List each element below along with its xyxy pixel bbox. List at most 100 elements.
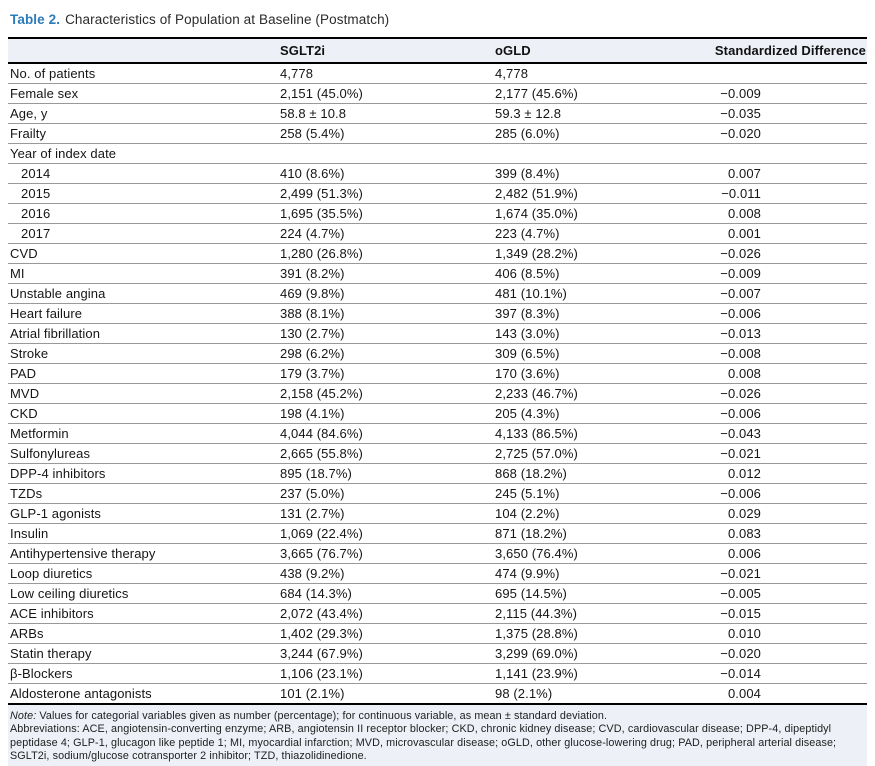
sglt2i-value-cell: 130 (2.7%) bbox=[280, 323, 495, 344]
sglt2i-value-cell: 1,280 (26.8%) bbox=[280, 243, 495, 264]
table-row: Sulfonylureas 2,665 (55.8%) 2,725 (57.0%) −… bbox=[8, 443, 867, 464]
table-row: CVD 1,280 (26.8%) 1,349 (28.2%) −0.026 bbox=[8, 243, 867, 264]
column-header-ogld: oGLD bbox=[495, 38, 706, 64]
table-row: ACE inhibitors 2,072 (43.4%) 2,115 (44.3%)… bbox=[8, 603, 867, 624]
table-row: 2015 2,499 (51.3%) 2,482 (51.9%) −0.011 bbox=[8, 183, 867, 204]
ogld-value-cell: 2,233 (46.7%) bbox=[495, 383, 706, 404]
table-row: TZDs 237 (5.0%) 245 (5.1%) −0.006 bbox=[8, 483, 867, 504]
std-diff-value-cell: −0.021 bbox=[706, 443, 867, 464]
sglt2i-value-cell: 2,499 (51.3%) bbox=[280, 183, 495, 204]
ogld-value-cell: 285 (6.0%) bbox=[495, 123, 706, 144]
ogld-value-cell: 2,177 (45.6%) bbox=[495, 83, 706, 104]
table-row: Low ceiling diuretics 684 (14.3%) 695 (14.… bbox=[8, 583, 867, 604]
ogld-value-cell: 1,375 (28.8%) bbox=[495, 623, 706, 644]
row-label-cell: Loop diuretics bbox=[8, 563, 280, 584]
row-label-cell: DPP-4 inhibitors bbox=[8, 463, 280, 484]
sglt2i-value-cell: 2,072 (43.4%) bbox=[280, 603, 495, 624]
row-label-cell: CKD bbox=[8, 403, 280, 424]
row-label-cell: Low ceiling diuretics bbox=[8, 583, 280, 604]
std-diff-value-cell: 0.083 bbox=[706, 523, 867, 544]
table-row: PAD 179 (3.7%) 170 (3.6%) 0.008 bbox=[8, 363, 867, 384]
std-diff-value-cell: −0.006 bbox=[706, 483, 867, 504]
ogld-value-cell: 205 (4.3%) bbox=[495, 403, 706, 424]
sglt2i-value-cell: 2,158 (45.2%) bbox=[280, 383, 495, 404]
row-label-cell: GLP-1 agonists bbox=[8, 503, 280, 524]
table-row: MI 391 (8.2%) 406 (8.5%) −0.009 bbox=[8, 263, 867, 284]
std-diff-value-cell: 0.012 bbox=[706, 463, 867, 484]
std-diff-value-cell: −0.043 bbox=[706, 423, 867, 444]
ogld-value-cell: 871 (18.2%) bbox=[495, 523, 706, 544]
sglt2i-value-cell: 58.8 ± 10.8 bbox=[280, 103, 495, 124]
ogld-value-cell: 1,349 (28.2%) bbox=[495, 243, 706, 264]
std-diff-value-cell: −0.035 bbox=[706, 103, 867, 124]
table-row: β-Blockers 1,106 (23.1%) 1,141 (23.9%) −0.0… bbox=[8, 663, 867, 684]
std-diff-value-cell: −0.014 bbox=[706, 663, 867, 684]
sglt2i-value-cell: 391 (8.2%) bbox=[280, 263, 495, 284]
sglt2i-value-cell: 2,151 (45.0%) bbox=[280, 83, 495, 104]
std-diff-value-cell: −0.009 bbox=[706, 263, 867, 284]
table-row: Atrial fibrillation 130 (2.7%) 143 (3.0%) −… bbox=[8, 323, 867, 344]
std-diff-value-cell: 0.008 bbox=[706, 203, 867, 224]
baseline-characteristics-table: SGLT2i oGLD Standardized Difference No. … bbox=[8, 37, 867, 705]
table-row: No. of patients 4,778 4,778 bbox=[8, 63, 867, 84]
ogld-value-cell: 406 (8.5%) bbox=[495, 263, 706, 284]
row-label-cell: PAD bbox=[8, 363, 280, 384]
table-header: SGLT2i oGLD Standardized Difference bbox=[8, 38, 867, 64]
column-header-characteristic bbox=[8, 38, 280, 64]
sglt2i-value-cell: 410 (8.6%) bbox=[280, 163, 495, 184]
std-diff-value-cell: 0.004 bbox=[727, 686, 761, 701]
ogld-value-cell: 481 (10.1%) bbox=[495, 283, 706, 304]
sglt2i-value-cell: 1,402 (29.3%) bbox=[280, 623, 495, 644]
sglt2i-value-cell: 131 (2.7%) bbox=[280, 503, 495, 524]
row-label-cell: Stroke bbox=[8, 343, 280, 364]
std-diff-value-cell: −0.007 bbox=[706, 283, 867, 304]
sglt2i-value-cell: 2,665 (55.8%) bbox=[280, 443, 495, 464]
std-diff-value-cell: −0.006 bbox=[706, 403, 867, 424]
sglt2i-value-cell: 4,044 (84.6%) bbox=[280, 423, 495, 444]
sglt2i-value-cell: 388 (8.1%) bbox=[280, 303, 495, 324]
table-row: 2017 224 (4.7%) 223 (4.7%) 0.001 bbox=[8, 223, 867, 244]
row-label-cell: Metformin bbox=[8, 423, 280, 444]
row-label-cell: 2015 bbox=[8, 183, 280, 204]
row-label-cell: Aldosterone antagonists bbox=[10, 686, 152, 701]
std-diff-value-cell: 0.008 bbox=[706, 363, 867, 384]
ogld-value-cell: 223 (4.7%) bbox=[495, 223, 706, 244]
header-row: SGLT2i oGLD Standardized Difference bbox=[8, 38, 867, 64]
ogld-value-cell: 309 (6.5%) bbox=[495, 343, 706, 364]
sglt2i-value-cell: 895 (18.7%) bbox=[280, 463, 495, 484]
table-row: Loop diuretics 438 (9.2%) 474 (9.9%) −0.021 bbox=[8, 563, 867, 584]
ogld-value-cell: 59.3 ± 12.8 bbox=[495, 103, 706, 124]
sglt2i-value-cell: 438 (9.2%) bbox=[280, 563, 495, 584]
ogld-value-cell: 695 (14.5%) bbox=[495, 583, 706, 604]
row-label-cell: Heart failure bbox=[8, 303, 280, 324]
ogld-value-cell: 2,482 (51.9%) bbox=[495, 183, 706, 204]
std-diff-value-cell: 0.029 bbox=[706, 503, 867, 524]
sglt2i-value-cell: 3,244 (67.9%) bbox=[280, 643, 495, 664]
sglt2i-value-cell: 4,778 bbox=[280, 63, 495, 84]
sglt2i-value-cell: 179 (3.7%) bbox=[280, 363, 495, 384]
row-label-cell: No. of patients bbox=[8, 63, 280, 84]
sglt2i-value-cell: 1,695 (35.5%) bbox=[280, 203, 495, 224]
ogld-value-cell: 245 (5.1%) bbox=[495, 483, 706, 504]
table-row: MVD 2,158 (45.2%) 2,233 (46.7%) −0.026 bbox=[8, 383, 867, 404]
ogld-value-cell: 98 (2.1%) bbox=[495, 686, 553, 701]
ogld-value-cell: 2,725 (57.0%) bbox=[495, 443, 706, 464]
table-caption-text: Characteristics of Population at Baselin… bbox=[65, 12, 390, 27]
ogld-value-cell bbox=[495, 143, 706, 164]
row-label-cell: Antihypertensive therapy bbox=[8, 543, 280, 564]
row-label-cell: Insulin bbox=[8, 523, 280, 544]
ogld-value-cell: 3,650 (76.4%) bbox=[495, 543, 706, 564]
sglt2i-value-cell: 684 (14.3%) bbox=[280, 583, 495, 604]
std-diff-value-cell: 0.001 bbox=[706, 223, 867, 244]
sglt2i-value-cell: 1,106 (23.1%) bbox=[280, 663, 495, 684]
ogld-value-cell: 104 (2.2%) bbox=[495, 503, 706, 524]
std-diff-value-cell: −0.008 bbox=[706, 343, 867, 364]
table-row: Frailty 258 (5.4%) 285 (6.0%) −0.020 bbox=[8, 123, 867, 144]
table-caption: Table 2. Characteristics of Population at… bbox=[10, 12, 867, 28]
abbreviations-line: Abbreviations: ACE, angiotensin-converti… bbox=[10, 723, 837, 763]
table-row: Age, y 58.8 ± 10.8 59.3 ± 12.8 −0.035 bbox=[8, 103, 867, 124]
sglt2i-value-cell: 101 (2.1%) bbox=[280, 686, 345, 701]
std-diff-value-cell: 0.007 bbox=[706, 163, 867, 184]
sglt2i-value-cell: 237 (5.0%) bbox=[280, 483, 495, 504]
table-footnotes: Note: Values for categorial variables gi… bbox=[8, 705, 867, 766]
